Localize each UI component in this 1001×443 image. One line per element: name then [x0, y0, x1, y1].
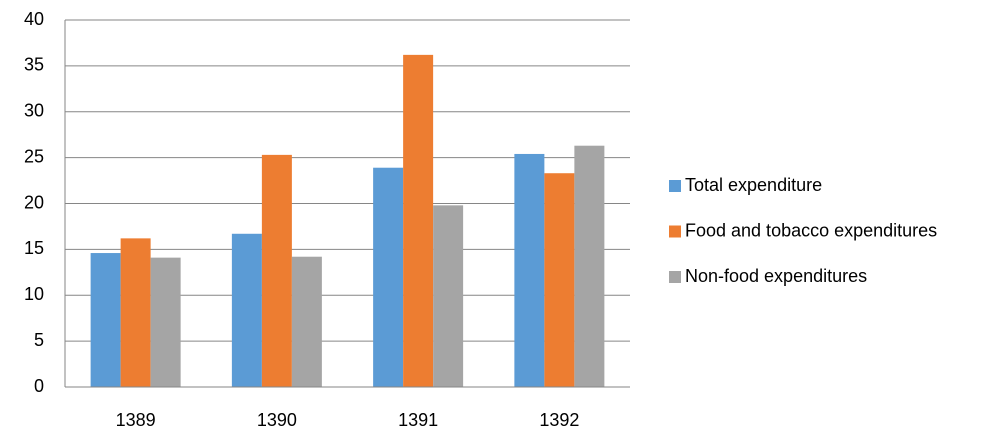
y-tick-label: 30 — [24, 101, 44, 121]
y-tick-label: 0 — [34, 376, 44, 396]
bar — [403, 54, 434, 388]
x-tick-label: 1392 — [539, 410, 579, 430]
legend-swatch — [669, 225, 681, 238]
bar — [544, 173, 575, 387]
bar — [373, 167, 404, 387]
bar — [120, 238, 151, 387]
bar — [433, 205, 464, 387]
y-tick-label: 40 — [24, 9, 44, 29]
x-tick-label: 1391 — [398, 410, 438, 430]
bar — [514, 153, 545, 387]
bar — [291, 256, 322, 387]
y-tick-label: 25 — [24, 146, 44, 166]
legend-label: Total expenditure — [685, 175, 822, 195]
y-tick-label: 20 — [24, 192, 44, 212]
x-tick-label: 1389 — [116, 410, 156, 430]
legend-label: Non-food expenditures — [685, 266, 867, 286]
x-tick-label: 1390 — [257, 410, 297, 430]
bar — [261, 154, 292, 387]
legend-swatch — [669, 180, 681, 192]
y-tick-label: 10 — [24, 284, 44, 304]
y-tick-label: 35 — [24, 55, 44, 75]
legend-label: Food and tobacco expenditures — [685, 220, 937, 240]
y-tick-label: 5 — [34, 330, 44, 350]
bar — [150, 257, 181, 387]
y-tick-label: 15 — [24, 238, 44, 258]
bar — [90, 253, 121, 387]
bar — [574, 145, 605, 387]
legend-swatch — [669, 271, 681, 283]
bar — [231, 233, 262, 387]
